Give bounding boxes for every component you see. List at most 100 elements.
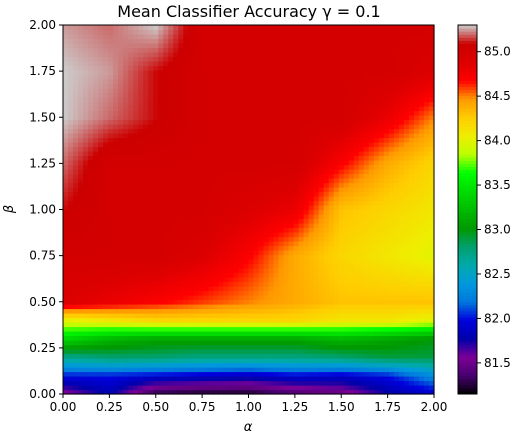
heatmap-cell: [128, 340, 134, 346]
heatmap-cell: [188, 187, 194, 193]
heatmap-cell: [273, 38, 280, 44]
heatmap-cell: [313, 331, 320, 337]
heatmap-cell: [143, 92, 149, 98]
heatmap-cell: [283, 160, 290, 166]
heatmap-cell: [103, 241, 109, 247]
heatmap-cell: [168, 128, 174, 134]
heatmap-cell: [263, 142, 270, 148]
heatmap-cell: [73, 74, 79, 80]
heatmap-cell: [193, 115, 199, 121]
heatmap-cell: [68, 169, 74, 175]
heatmap-cell: [233, 259, 240, 265]
heatmap-cell: [158, 115, 164, 121]
heatmap-cell: [213, 79, 220, 85]
heatmap-cell: [153, 43, 159, 49]
heatmap-cell: [313, 349, 320, 355]
heatmap-cell: [303, 29, 310, 35]
heatmap-cell: [183, 268, 189, 274]
heatmap-cell: [138, 371, 144, 377]
heatmap-cell: [178, 268, 184, 274]
heatmap-cell: [278, 326, 285, 332]
heatmap-cell: [198, 65, 204, 71]
heatmap-cell: [78, 331, 84, 337]
heatmap-cell: [108, 326, 114, 332]
heatmap-cell: [338, 205, 345, 211]
heatmap-cell: [83, 151, 89, 157]
heatmap-cell: [198, 43, 204, 49]
heatmap-cell: [193, 245, 199, 251]
heatmap-cell: [153, 92, 159, 98]
heatmap-cell: [328, 137, 335, 143]
heatmap-cell: [228, 214, 235, 220]
heatmap-cell: [288, 254, 295, 260]
heatmap-cell: [228, 133, 235, 139]
heatmap-cell: [138, 322, 144, 328]
heatmap-cell: [168, 304, 174, 310]
heatmap-cell: [223, 34, 230, 40]
heatmap-cell: [278, 335, 285, 341]
heatmap-cell: [318, 65, 325, 71]
heatmap-cell: [313, 38, 320, 44]
heatmap-cell: [238, 178, 245, 184]
heatmap-cell: [118, 385, 124, 391]
heatmap-cell: [168, 227, 174, 233]
heatmap-cell: [193, 385, 199, 391]
heatmap-cell: [98, 83, 104, 89]
heatmap-cell: [188, 119, 194, 125]
heatmap-cell: [128, 214, 134, 220]
heatmap-cell: [208, 88, 214, 94]
heatmap-cell: [153, 88, 159, 94]
heatmap-cell: [168, 335, 174, 341]
heatmap-cell: [278, 124, 285, 130]
heatmap-cell: [198, 101, 204, 107]
heatmap-cell: [163, 268, 169, 274]
heatmap-cell: [83, 277, 89, 283]
heatmap-cell: [328, 308, 335, 314]
heatmap-cell: [163, 299, 169, 305]
heatmap-cell: [338, 65, 345, 71]
heatmap-cell: [103, 25, 109, 31]
heatmap-cell: [223, 371, 230, 377]
heatmap-cell: [258, 263, 265, 269]
heatmap-cell: [103, 317, 109, 323]
heatmap-cell: [333, 178, 340, 184]
heatmap-cell: [338, 214, 345, 220]
heatmap-cell: [348, 272, 355, 278]
heatmap-cell: [223, 385, 230, 391]
heatmap-cell: [153, 137, 159, 143]
heatmap-cell: [118, 25, 124, 31]
heatmap-cell: [298, 254, 305, 260]
heatmap-cell: [68, 277, 74, 283]
heatmap-cell: [158, 223, 164, 229]
heatmap-cell: [183, 169, 189, 175]
heatmap-cell: [223, 133, 230, 139]
heatmap-cell: [268, 340, 275, 346]
heatmap-cell: [363, 182, 370, 188]
heatmap-cell: [148, 146, 154, 152]
heatmap-cell: [203, 115, 209, 121]
heatmap-cell: [303, 182, 310, 188]
heatmap-cell: [223, 227, 230, 233]
heatmap-cell: [68, 376, 74, 382]
heatmap-cell: [263, 236, 270, 242]
heatmap-cell: [138, 106, 144, 112]
heatmap-cell: [258, 151, 265, 157]
heatmap-cell: [233, 88, 240, 94]
heatmap-cell: [63, 308, 69, 314]
heatmap-cell: [348, 34, 355, 40]
heatmap-cell: [88, 164, 94, 170]
heatmap-cell: [223, 124, 230, 130]
heatmap-cell: [118, 232, 124, 238]
heatmap-cell: [163, 200, 169, 206]
heatmap-cell: [228, 223, 235, 229]
heatmap-cell: [308, 124, 315, 130]
heatmap-cell: [358, 349, 365, 355]
heatmap-cell: [103, 173, 109, 179]
heatmap-cell: [238, 133, 245, 139]
heatmap-cell: [138, 164, 144, 170]
heatmap-cell: [78, 151, 84, 157]
heatmap-cell: [193, 236, 199, 242]
heatmap-cell: [333, 110, 340, 116]
heatmap-cell: [213, 25, 220, 31]
heatmap-cell: [273, 263, 280, 269]
